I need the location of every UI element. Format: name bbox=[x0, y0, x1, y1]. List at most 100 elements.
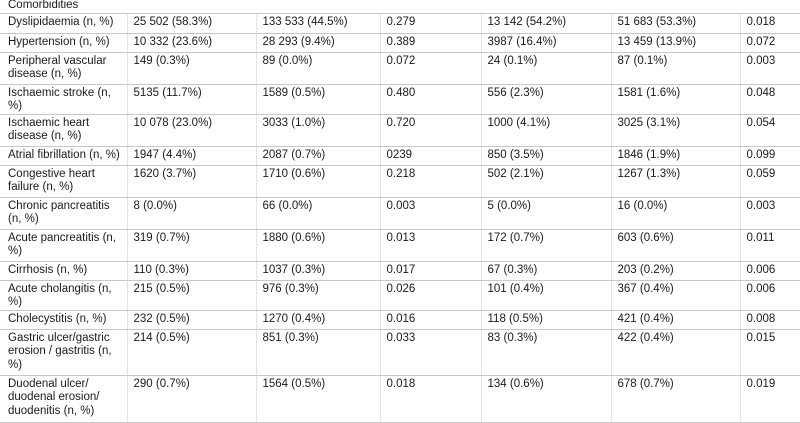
table-cell: 1270 (0.4%) bbox=[255, 310, 380, 330]
row-label: Hypertension (n, %) bbox=[0, 33, 127, 53]
table-cell: 0.026 bbox=[379, 280, 481, 311]
table-cell: 0.016 bbox=[379, 310, 481, 330]
table-row: Cholecystitis (n, %) 232 (0.5%) 1270 (0.… bbox=[0, 310, 800, 330]
table-cell: 8 (0.0%) bbox=[126, 197, 256, 230]
table-cell: 87 (0.1%) bbox=[610, 52, 740, 85]
table-cell: 1581 (1.6%) bbox=[610, 84, 740, 115]
row-label: Duodenal ulcer/ duodenal erosion/ duoden… bbox=[0, 375, 127, 423]
table-cell: 215 (0.5%) bbox=[126, 280, 256, 311]
table-cell: 421 (0.4%) bbox=[610, 310, 740, 330]
table-cell: 0.003 bbox=[739, 197, 800, 230]
table-cell: 0.017 bbox=[379, 261, 481, 281]
table-row: Acute pancreatitis (n, %) 319 (0.7%) 188… bbox=[0, 229, 800, 262]
table-cell: 0.015 bbox=[739, 329, 800, 376]
table-cell: 0.072 bbox=[739, 33, 800, 53]
table-cell: 0.006 bbox=[739, 280, 800, 311]
row-label: Cholecystitis (n, %) bbox=[0, 310, 127, 330]
table-cell: 3033 (1.0%) bbox=[255, 114, 380, 147]
table-row: Ischaemic heart disease (n, %) 10 078 (2… bbox=[0, 114, 800, 147]
table-cell: 89 (0.0%) bbox=[255, 52, 380, 85]
table-cell: 367 (0.4%) bbox=[610, 280, 740, 311]
table-cell: 25 502 (58.3%) bbox=[126, 14, 256, 34]
table-cell: 5135 (11.7%) bbox=[126, 84, 256, 115]
table-cell: 203 (0.2%) bbox=[610, 261, 740, 281]
table-cell: 678 (0.7%) bbox=[610, 375, 740, 423]
table-cell: 133 533 (44.5%) bbox=[255, 14, 380, 34]
table-cell: 51 683 (53.3%) bbox=[610, 14, 740, 34]
table-cell: 10 078 (23.0%) bbox=[126, 114, 256, 147]
table-cell: 0.033 bbox=[379, 329, 481, 376]
table-cell: 0239 bbox=[379, 146, 481, 166]
table-cell: 101 (0.4%) bbox=[480, 280, 611, 311]
table-row: Hypertension (n, %) 10 332 (23.6%) 28 29… bbox=[0, 33, 800, 53]
table-cell: 0.013 bbox=[379, 229, 481, 262]
row-label: Dyslipidaemia (n, %) bbox=[0, 14, 127, 34]
table-cell: 2087 (0.7%) bbox=[255, 146, 380, 166]
row-label: Acute cholangitis (n, %) bbox=[0, 280, 127, 311]
table-cell: 851 (0.3%) bbox=[255, 329, 380, 376]
row-label: Ischaemic stroke (n, %) bbox=[0, 84, 127, 115]
table-cell: 83 (0.3%) bbox=[480, 329, 611, 376]
table-cell: 28 293 (9.4%) bbox=[255, 33, 380, 53]
row-label: Ischaemic heart disease (n, %) bbox=[0, 114, 127, 147]
table-row: Ischaemic stroke (n, %) 5135 (11.7%) 158… bbox=[0, 84, 800, 115]
table-cell: 976 (0.3%) bbox=[255, 280, 380, 311]
table-cell: 0.099 bbox=[739, 146, 800, 166]
table-cell: 0.008 bbox=[739, 310, 800, 330]
table-cell: 172 (0.7%) bbox=[480, 229, 611, 262]
table-cell: 3987 (16.4%) bbox=[480, 33, 611, 53]
table-cell: 290 (0.7%) bbox=[126, 375, 256, 423]
table-cell: 5 (0.0%) bbox=[480, 197, 611, 230]
table-cell: 0.059 bbox=[739, 165, 800, 198]
table-row: Congestive heart failure (n, %) 1620 (3.… bbox=[0, 165, 800, 198]
table-cell: 0.018 bbox=[739, 14, 800, 34]
table-cell: 0.003 bbox=[379, 197, 481, 230]
comorbidities-table: Dyslipidaemia (n, %) 25 502 (58.3%) 133 … bbox=[0, 14, 800, 423]
table-cell: 1564 (0.5%) bbox=[255, 375, 380, 423]
table-cell: 118 (0.5%) bbox=[480, 310, 611, 330]
table-cell: 1037 (0.3%) bbox=[255, 261, 380, 281]
table-row: Dyslipidaemia (n, %) 25 502 (58.3%) 133 … bbox=[0, 14, 800, 34]
table-cell: 0.019 bbox=[739, 375, 800, 423]
row-label: Peripheral vascular disease (n, %) bbox=[0, 52, 127, 85]
table-cell: 16 (0.0%) bbox=[610, 197, 740, 230]
table-cell: 67 (0.3%) bbox=[480, 261, 611, 281]
row-label: Atrial fibrillation (n, %) bbox=[0, 146, 127, 166]
table-cell: 0.048 bbox=[739, 84, 800, 115]
table-cell: 1880 (0.6%) bbox=[255, 229, 380, 262]
row-label: Congestive heart failure (n, %) bbox=[0, 165, 127, 198]
table-row: Chronic pancreatitis (n, %) 8 (0.0%) 66 … bbox=[0, 197, 800, 230]
table-cell: 422 (0.4%) bbox=[610, 329, 740, 376]
row-label: Chronic pancreatitis (n, %) bbox=[0, 197, 127, 230]
table-cell: 0.279 bbox=[379, 14, 481, 34]
table-cell: 1710 (0.6%) bbox=[255, 165, 380, 198]
table-cell: 0.018 bbox=[379, 375, 481, 423]
table-cell: 0.389 bbox=[379, 33, 481, 53]
row-label: Gastric ulcer/gastric erosion / gastriti… bbox=[0, 329, 127, 376]
table-cell: 214 (0.5%) bbox=[126, 329, 256, 376]
table-cell: 319 (0.7%) bbox=[126, 229, 256, 262]
table-cell: 0.011 bbox=[739, 229, 800, 262]
table-cell: 13 459 (13.9%) bbox=[610, 33, 740, 53]
table-cell: 66 (0.0%) bbox=[255, 197, 380, 230]
table-cell: 24 (0.1%) bbox=[480, 52, 611, 85]
table-cell: 0.218 bbox=[379, 165, 481, 198]
table-cell: 149 (0.3%) bbox=[126, 52, 256, 85]
table-cell: 13 142 (54.2%) bbox=[480, 14, 611, 34]
table-cell: 0.072 bbox=[379, 52, 481, 85]
table-row: Cirrhosis (n, %) 110 (0.3%) 1037 (0.3%) … bbox=[0, 261, 800, 281]
table-row: Duodenal ulcer/ duodenal erosion/ duoden… bbox=[0, 375, 800, 423]
table-cell: 10 332 (23.6%) bbox=[126, 33, 256, 53]
table-cell: 3025 (3.1%) bbox=[610, 114, 740, 147]
table-cell: 1000 (4.1%) bbox=[480, 114, 611, 147]
table-cell: 0.480 bbox=[379, 84, 481, 115]
table-row: Atrial fibrillation (n, %) 1947 (4.4%) 2… bbox=[0, 146, 800, 166]
table-row: Gastric ulcer/gastric erosion / gastriti… bbox=[0, 329, 800, 376]
table-row: Acute cholangitis (n, %) 215 (0.5%) 976 … bbox=[0, 280, 800, 311]
table-cell: 0.006 bbox=[739, 261, 800, 281]
table-cell: 110 (0.3%) bbox=[126, 261, 256, 281]
table-cell: 232 (0.5%) bbox=[126, 310, 256, 330]
table-cell: 1947 (4.4%) bbox=[126, 146, 256, 166]
section-title: Comorbidities bbox=[0, 0, 800, 14]
